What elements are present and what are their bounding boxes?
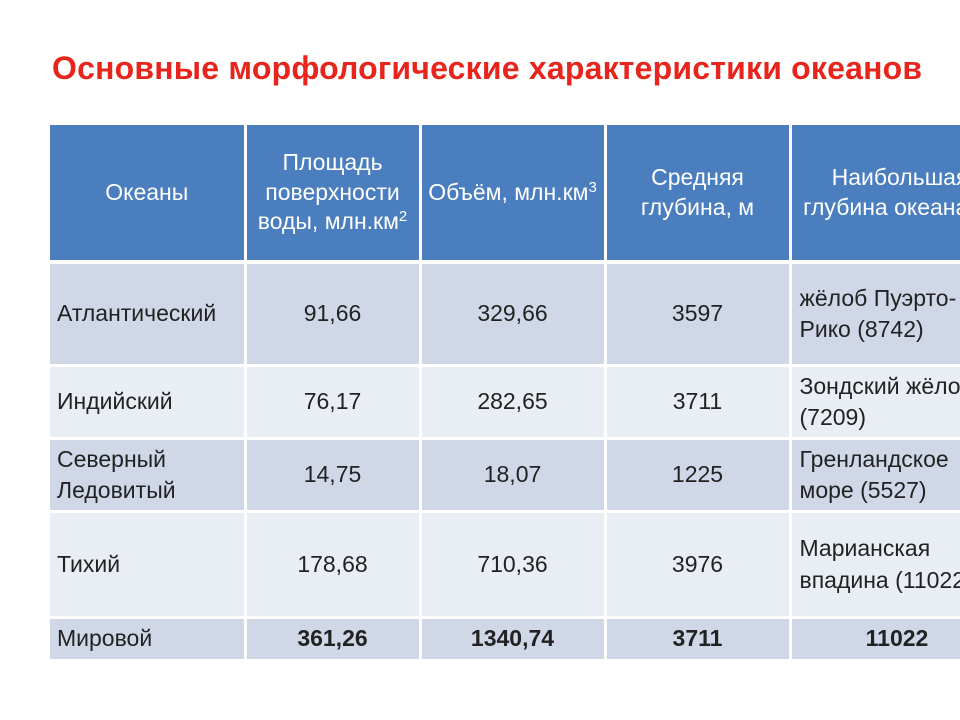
ocean-name-cell: Северный Ледовитый — [50, 438, 247, 513]
volume-cell: 18,07 — [420, 438, 607, 513]
table-row: Атлантический 91,66 329,66 3597 жёлоб Пу… — [50, 262, 960, 367]
volume-cell: 710,36 — [420, 511, 607, 619]
area-cell: 14,75 — [245, 438, 422, 513]
average-depth-cell: 3597 — [605, 262, 792, 367]
ocean-characteristics-table: Океаны Площадь поверхности воды, млн.км2… — [50, 125, 960, 662]
header-ocean: Океаны — [50, 125, 247, 264]
area-cell: 91,66 — [245, 262, 422, 367]
area-cell: 361,26 — [245, 617, 422, 662]
area-cell: 178,68 — [245, 511, 422, 619]
ocean-name-cell: Тихий — [50, 511, 247, 619]
header-volume: Объём, млн.км3 — [420, 125, 607, 264]
header-row: Океаны Площадь поверхности воды, млн.км2… — [50, 125, 960, 264]
table-row: Северный Ледовитый 14,75 18,07 1225 Грен… — [50, 438, 960, 513]
header-volume-label: Объём, млн.км — [428, 178, 589, 205]
ocean-name-cell: Индийский — [50, 365, 247, 440]
average-depth-cell: 1225 — [605, 438, 792, 513]
average-depth-cell: 3711 — [605, 617, 792, 662]
max-depth-cell: Марианская впадина (11022) — [790, 511, 960, 619]
area-cell: 76,17 — [245, 365, 422, 440]
header-volume-superscript: 3 — [588, 178, 597, 196]
average-depth-cell: 3711 — [605, 365, 792, 440]
header-max-depth: Наибольшая глубина океана, м — [790, 125, 960, 264]
ocean-name-cell: Атлантический — [50, 262, 247, 367]
header-area: Площадь поверхности воды, млн.км2 — [245, 125, 422, 264]
header-area-superscript: 2 — [398, 208, 408, 226]
header-area-label: Площадь поверхности воды, млн.км — [257, 148, 400, 235]
max-depth-cell: Зондский жёлоб (7209) — [790, 365, 960, 440]
max-depth-cell: Гренландское море (5527) — [790, 438, 960, 513]
table-container: Океаны Площадь поверхности воды, млн.км2… — [50, 125, 960, 662]
volume-cell: 282,65 — [420, 365, 607, 440]
slide-title: Основные морфологические характеристики … — [52, 50, 923, 86]
header-average-depth: Средняя глубина, м — [605, 125, 792, 264]
table-row: Тихий 178,68 710,36 3976 Марианская впад… — [50, 511, 960, 619]
table-row: Индийский 76,17 282,65 3711 Зондский жёл… — [50, 365, 960, 440]
table-total-row: Мировой 361,26 1340,74 3711 11022 — [50, 617, 960, 662]
max-depth-cell: 11022 — [790, 617, 960, 662]
volume-cell: 329,66 — [420, 262, 607, 367]
max-depth-cell: жёлоб Пуэрто-Рико (8742) — [790, 262, 960, 367]
ocean-name-cell: Мировой — [50, 617, 247, 662]
average-depth-cell: 3976 — [605, 511, 792, 619]
volume-cell: 1340,74 — [420, 617, 607, 662]
